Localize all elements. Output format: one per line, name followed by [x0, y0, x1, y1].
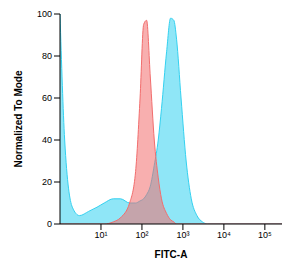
svg-text:20: 20 — [42, 177, 52, 187]
svg-text:40: 40 — [42, 135, 52, 145]
svg-text:80: 80 — [42, 51, 52, 61]
svg-text:10¹: 10¹ — [94, 230, 107, 240]
svg-text:100: 100 — [37, 9, 52, 19]
svg-text:FITC-A: FITC-A — [155, 249, 188, 260]
svg-text:Normalized To Mode: Normalized To Mode — [13, 70, 24, 167]
svg-text:0: 0 — [47, 219, 52, 229]
svg-text:10³: 10³ — [176, 230, 189, 240]
svg-text:60: 60 — [42, 93, 52, 103]
svg-text:10⁴: 10⁴ — [217, 230, 231, 240]
svg-text:10⁵: 10⁵ — [258, 230, 272, 240]
svg-text:10²: 10² — [135, 230, 148, 240]
